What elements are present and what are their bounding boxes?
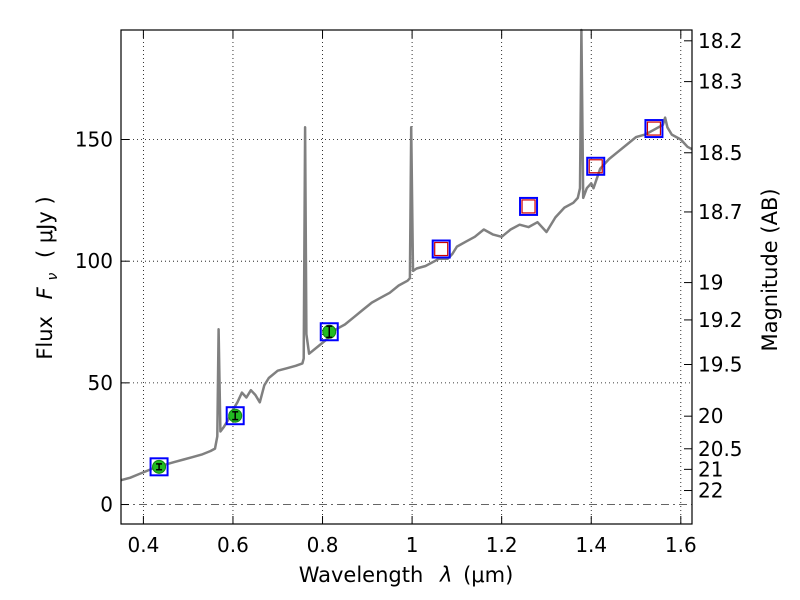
mag-tick-label: 18.7: [698, 200, 743, 224]
y-tick-label: 100: [75, 249, 113, 273]
x-axis-label-unit: (μm): [463, 563, 513, 587]
x-tick-label: 1.6: [665, 533, 697, 557]
x-axis-label-main: Wavelength: [299, 563, 424, 587]
x-tick-label: 1.2: [486, 533, 518, 557]
predicted-point: [588, 159, 603, 174]
mag-tick-label: 19: [698, 271, 723, 295]
model-point: [149, 457, 169, 477]
x-tick-label: 0.6: [217, 533, 249, 557]
y-axis-label: Flux F ν ( μJy ): [33, 196, 62, 359]
y-tick-label: 50: [88, 371, 113, 395]
plot-frame: [120, 29, 693, 525]
mag-tick-label: 19.2: [698, 308, 743, 332]
x-tick-label: 1.4: [575, 533, 607, 557]
axis-ticks: 0.4 0.6 0.8 1 1.2 1.4 1.6 0 50 100 150 18.2 18.3 18.5…: [75, 29, 743, 557]
predicted-point: [434, 241, 449, 257]
mag-tick-label: 20: [698, 404, 723, 428]
spectrum-line: [120, 28, 693, 482]
right-axis-label: Magnitude (AB): [758, 188, 782, 351]
model-point: [586, 156, 606, 176]
y-axis-label-flux: Flux: [33, 316, 57, 360]
model-point: [519, 196, 539, 216]
predicted-point: [646, 121, 662, 136]
model-point: [225, 406, 245, 426]
mag-tick-label: 18.5: [698, 141, 743, 165]
predicted-point: [521, 199, 536, 214]
model-point: [431, 239, 451, 259]
y-tick-label: 150: [75, 128, 113, 152]
mag-tick-label: 21: [698, 457, 723, 481]
plot-area: [120, 28, 693, 482]
mag-tick-label: 18.2: [698, 29, 743, 53]
y-tick-label: 0: [100, 493, 113, 517]
x-tick-label: 0.8: [307, 533, 339, 557]
x-tick-label: 0.4: [127, 533, 159, 557]
mag-tick-label: 18.3: [698, 70, 743, 94]
mag-tick-label: 19.5: [698, 352, 743, 376]
y-axis-label-symbol: F: [33, 286, 57, 299]
y-axis-label-unit: ( μJy ): [33, 196, 57, 258]
mag-tick-label: 22: [698, 479, 723, 503]
model-point: [644, 119, 664, 139]
y-axis-label-subscript: ν: [45, 273, 61, 281]
model-point: [319, 322, 339, 342]
x-tick-label: 1: [406, 533, 419, 557]
x-axis-label: Wavelength λ (μm): [299, 563, 514, 587]
mag-tick-label: 20.5: [698, 437, 743, 461]
x-axis-label-lambda: λ: [439, 563, 452, 587]
